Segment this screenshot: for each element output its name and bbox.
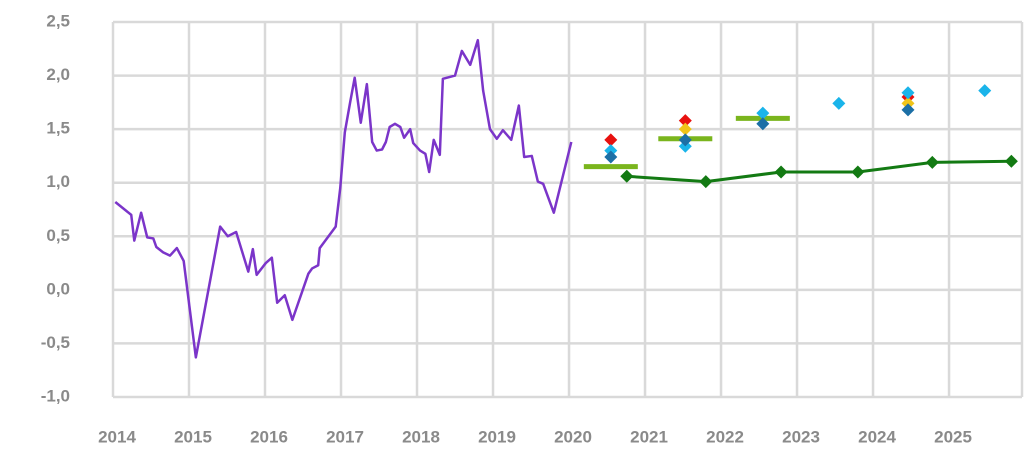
x-tick-label: 2023 — [782, 427, 820, 446]
y-tick-label: 1,5 — [46, 119, 70, 138]
diamond-marker — [978, 84, 992, 98]
diamond-marker — [756, 117, 770, 131]
y-tick-label: 2,5 — [46, 11, 70, 30]
x-tick-label: 2025 — [934, 427, 972, 446]
x-tick-label: 2021 — [630, 427, 668, 446]
diamond-marker — [678, 133, 692, 147]
diamond-marker — [604, 133, 618, 147]
diamond-marker — [604, 150, 618, 164]
x-tick-label: 2014 — [98, 427, 136, 446]
x-tick-label: 2018 — [402, 427, 440, 446]
x-tick-label: 2020 — [554, 427, 592, 446]
diamond-marker — [678, 122, 692, 136]
y-tick-label: 0,5 — [46, 226, 70, 245]
data-line — [626, 159, 1012, 184]
diamond-marker — [699, 175, 713, 189]
diamond-marker — [851, 165, 865, 179]
y-tick-label: 2,0 — [46, 65, 70, 84]
diamond-marker — [1004, 154, 1018, 168]
data-line — [114, 38, 573, 359]
y-tick-label: 0,0 — [46, 279, 70, 298]
y-tick-label: -0,5 — [41, 333, 70, 352]
diamond-marker — [901, 103, 915, 117]
diamond-marker — [756, 106, 770, 120]
diamond-marker — [832, 96, 846, 110]
diamond-marker — [678, 114, 692, 128]
diamond-marker — [620, 169, 634, 183]
diamond-marker — [774, 165, 788, 179]
x-tick-label: 2024 — [858, 427, 896, 446]
x-tick-label: 2015 — [174, 427, 212, 446]
grid — [111, 20, 1024, 399]
diamond-marker — [925, 155, 939, 169]
x-tick-label: 2016 — [250, 427, 288, 446]
y-tick-label: 1,0 — [46, 172, 70, 191]
y-tick-label: -1,0 — [41, 386, 70, 405]
x-tick-label: 2022 — [706, 427, 744, 446]
x-tick-label: 2019 — [478, 427, 516, 446]
plot — [114, 38, 1018, 359]
diamond-marker — [901, 86, 915, 100]
x-tick-label: 2017 — [326, 427, 364, 446]
